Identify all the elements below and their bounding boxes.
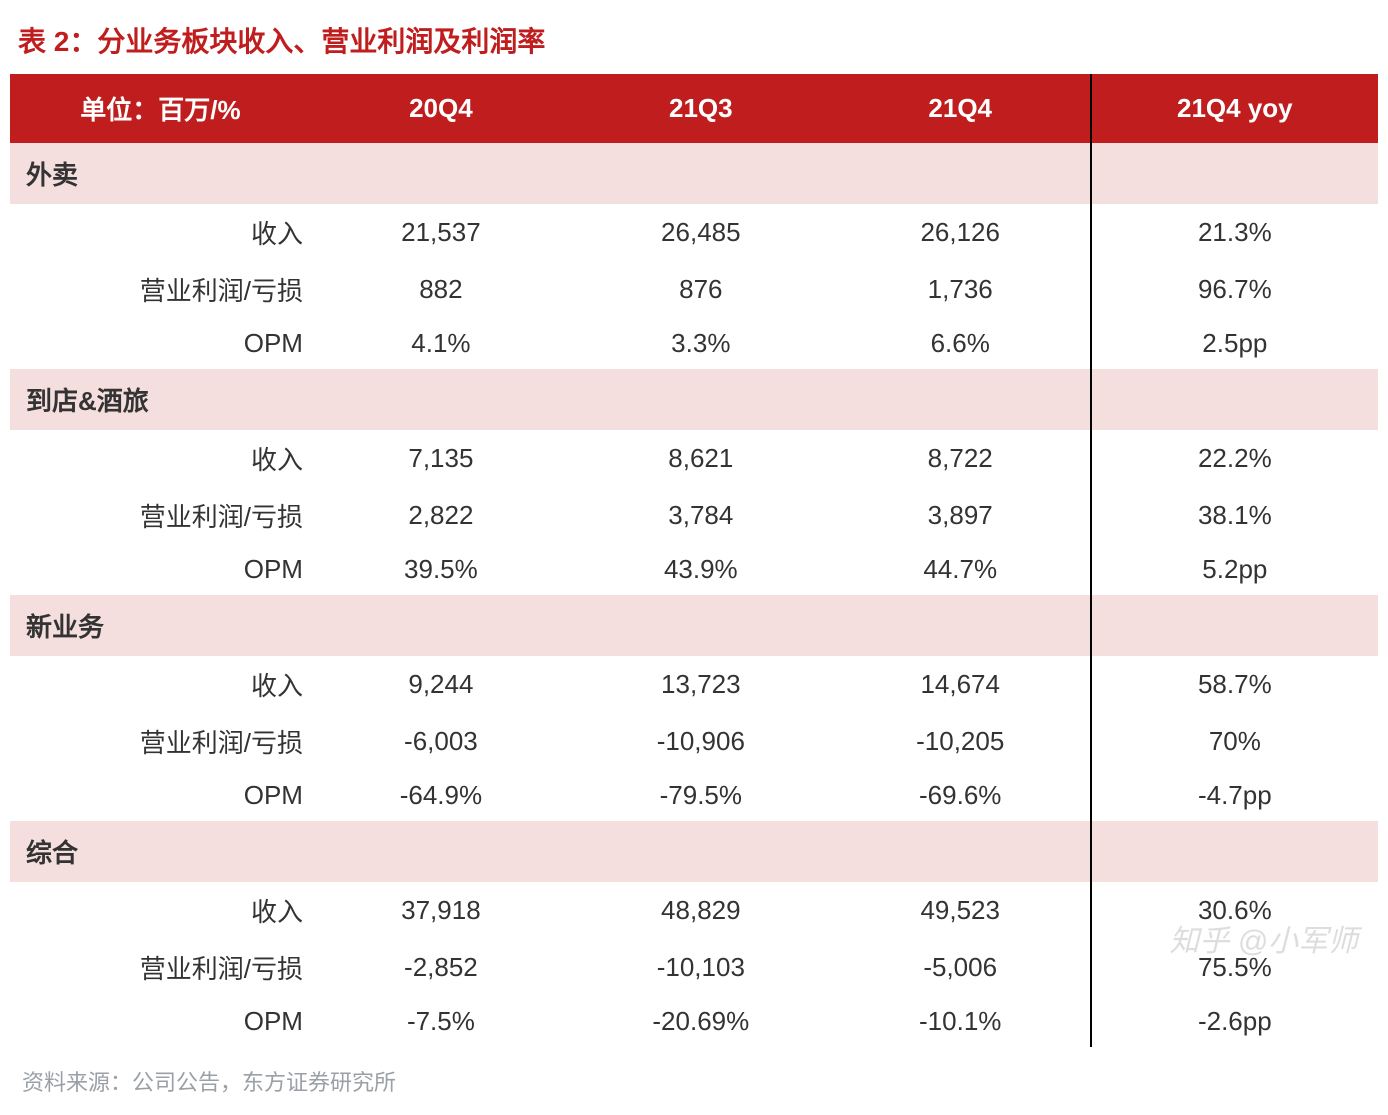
cell-21q4: -5,006 [831, 939, 1091, 996]
table-row: OPM4.1%3.3%6.6%2.5pp [10, 318, 1378, 369]
cell-21q4: -10,205 [831, 713, 1091, 770]
cell-21q3: 3.3% [571, 318, 831, 369]
cell-21q3: -10,103 [571, 939, 831, 996]
table-row: 营业利润/亏损-2,852-10,103-5,00675.5% [10, 939, 1378, 996]
section-header-row: 综合 [10, 821, 1378, 882]
cell-yoy: 75.5% [1091, 939, 1378, 996]
cell-yoy: 22.2% [1091, 430, 1378, 487]
cell-20q4: 882 [311, 261, 571, 318]
cell-yoy: 70% [1091, 713, 1378, 770]
section-header-row: 到店&酒旅 [10, 369, 1378, 430]
cell-21q4: 49,523 [831, 882, 1091, 939]
row-label: OPM [10, 544, 311, 595]
section-yoy-blank [1091, 595, 1378, 656]
table-row: 收入9,24413,72314,67458.7% [10, 656, 1378, 713]
cell-21q4: 44.7% [831, 544, 1091, 595]
row-label: OPM [10, 770, 311, 821]
table-row: OPM-64.9%-79.5%-69.6%-4.7pp [10, 770, 1378, 821]
section-name: 新业务 [10, 595, 1091, 656]
cell-yoy: 38.1% [1091, 487, 1378, 544]
cell-21q4: 8,722 [831, 430, 1091, 487]
financial-table: 单位：百万/% 20Q4 21Q3 21Q4 21Q4 yoy 外卖收入21,5… [10, 74, 1378, 1047]
cell-21q3: -20.69% [571, 996, 831, 1047]
table-row: 营业利润/亏损-6,003-10,906-10,20570% [10, 713, 1378, 770]
cell-yoy: 30.6% [1091, 882, 1378, 939]
section-header-row: 外卖 [10, 143, 1378, 204]
cell-21q4: -69.6% [831, 770, 1091, 821]
table-row: 收入21,53726,48526,12621.3% [10, 204, 1378, 261]
cell-21q3: 13,723 [571, 656, 831, 713]
table-row: 收入37,91848,82949,52330.6% [10, 882, 1378, 939]
section-yoy-blank [1091, 369, 1378, 430]
cell-21q4: 14,674 [831, 656, 1091, 713]
cell-20q4: 39.5% [311, 544, 571, 595]
row-label: 收入 [10, 882, 311, 939]
cell-20q4: 9,244 [311, 656, 571, 713]
cell-20q4: -7.5% [311, 996, 571, 1047]
cell-21q3: 26,485 [571, 204, 831, 261]
row-label: 收入 [10, 656, 311, 713]
table-row: 收入7,1358,6218,72222.2% [10, 430, 1378, 487]
cell-yoy: -2.6pp [1091, 996, 1378, 1047]
table-row: 营业利润/亏损8828761,73696.7% [10, 261, 1378, 318]
section-name: 综合 [10, 821, 1091, 882]
col-21q4: 21Q4 [831, 74, 1091, 143]
cell-21q3: -10,906 [571, 713, 831, 770]
section-header-row: 新业务 [10, 595, 1378, 656]
row-label: 营业利润/亏损 [10, 261, 311, 318]
source-footer: 资料来源：公司公告，东方证券研究所 [10, 1047, 1378, 1105]
cell-yoy: 2.5pp [1091, 318, 1378, 369]
cell-yoy: 96.7% [1091, 261, 1378, 318]
cell-21q4: 3,897 [831, 487, 1091, 544]
cell-yoy: -4.7pp [1091, 770, 1378, 821]
cell-21q3: 3,784 [571, 487, 831, 544]
cell-21q3: 48,829 [571, 882, 831, 939]
cell-20q4: -2,852 [311, 939, 571, 996]
cell-20q4: -6,003 [311, 713, 571, 770]
cell-21q4: -10.1% [831, 996, 1091, 1047]
cell-21q3: 8,621 [571, 430, 831, 487]
table-header-row: 单位：百万/% 20Q4 21Q3 21Q4 21Q4 yoy [10, 74, 1378, 143]
cell-yoy: 21.3% [1091, 204, 1378, 261]
cell-yoy: 5.2pp [1091, 544, 1378, 595]
table-title: 表 2：分业务板块收入、营业利润及利润率 [10, 20, 1378, 74]
cell-yoy: 58.7% [1091, 656, 1378, 713]
cell-21q4: 1,736 [831, 261, 1091, 318]
cell-20q4: 37,918 [311, 882, 571, 939]
col-21q3: 21Q3 [571, 74, 831, 143]
section-yoy-blank [1091, 821, 1378, 882]
col-20q4: 20Q4 [311, 74, 571, 143]
cell-20q4: -64.9% [311, 770, 571, 821]
section-name: 外卖 [10, 143, 1091, 204]
table-row: OPM-7.5%-20.69%-10.1%-2.6pp [10, 996, 1378, 1047]
cell-20q4: 21,537 [311, 204, 571, 261]
row-label: 收入 [10, 204, 311, 261]
col-21q4-yoy: 21Q4 yoy [1091, 74, 1378, 143]
cell-20q4: 2,822 [311, 487, 571, 544]
row-label: OPM [10, 996, 311, 1047]
row-label: OPM [10, 318, 311, 369]
row-label: 营业利润/亏损 [10, 487, 311, 544]
table-container: 表 2：分业务板块收入、营业利润及利润率 单位：百万/% 20Q4 21Q3 2… [0, 0, 1388, 1115]
section-yoy-blank [1091, 143, 1378, 204]
row-label: 营业利润/亏损 [10, 939, 311, 996]
table-row: 营业利润/亏损2,8223,7843,89738.1% [10, 487, 1378, 544]
row-label: 营业利润/亏损 [10, 713, 311, 770]
cell-21q3: 43.9% [571, 544, 831, 595]
cell-21q3: -79.5% [571, 770, 831, 821]
table-row: OPM39.5%43.9%44.7%5.2pp [10, 544, 1378, 595]
section-name: 到店&酒旅 [10, 369, 1091, 430]
col-unit: 单位：百万/% [10, 74, 311, 143]
cell-21q4: 26,126 [831, 204, 1091, 261]
cell-21q3: 876 [571, 261, 831, 318]
cell-20q4: 7,135 [311, 430, 571, 487]
cell-21q4: 6.6% [831, 318, 1091, 369]
row-label: 收入 [10, 430, 311, 487]
cell-20q4: 4.1% [311, 318, 571, 369]
